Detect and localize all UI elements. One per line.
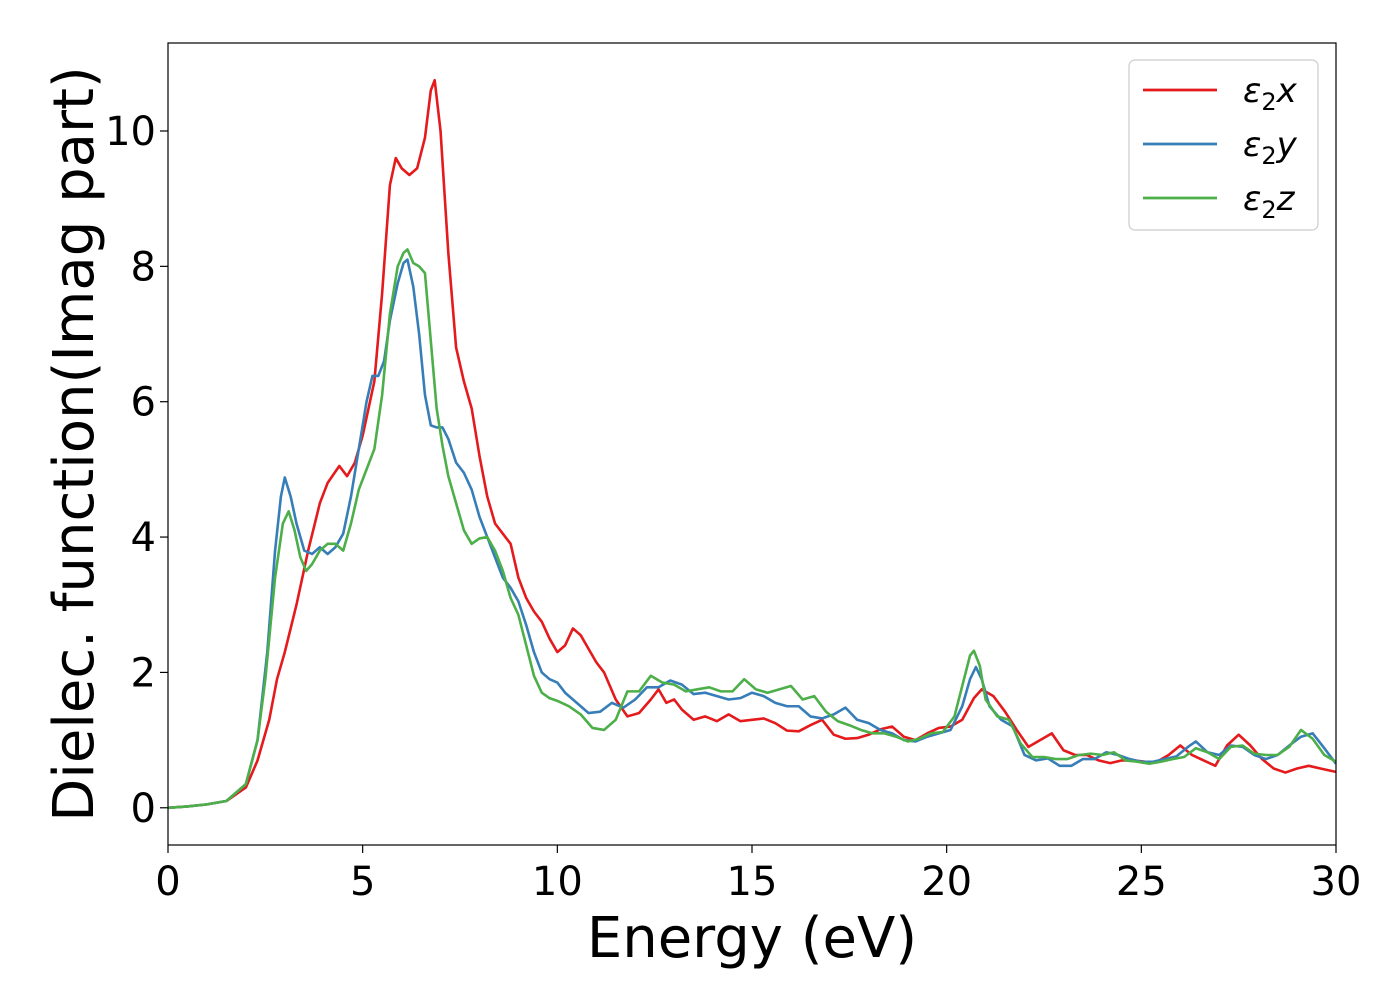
y-axis-ticks: 0 2 4 6 8 10 bbox=[105, 109, 168, 832]
y-axis-title: Dielec. function(Imag part) bbox=[42, 66, 107, 822]
y-tick-label: 8 bbox=[131, 244, 156, 290]
y-tick-label: 6 bbox=[131, 380, 156, 426]
legend-label-z: ε2z bbox=[1243, 179, 1296, 224]
x-tick-label: 25 bbox=[1116, 859, 1167, 905]
series-line-z bbox=[168, 248, 1336, 810]
y-tick-label: 2 bbox=[131, 650, 156, 696]
y-tick-label: 10 bbox=[105, 109, 156, 155]
y-tick-label: 0 bbox=[131, 786, 156, 832]
x-axis-title: Energy (eV) bbox=[587, 906, 917, 971]
x-tick-label: 15 bbox=[727, 859, 778, 905]
x-tick-label: 30 bbox=[1311, 859, 1362, 905]
series-line-y bbox=[168, 258, 1336, 810]
legend: ε2x ε2y ε2z bbox=[1128, 59, 1319, 231]
legend-label-x: ε2x bbox=[1243, 71, 1298, 116]
series-line-x bbox=[168, 78, 1336, 810]
x-tick-label: 5 bbox=[350, 859, 375, 905]
series-lines bbox=[168, 78, 1336, 810]
x-tick-label: 20 bbox=[921, 859, 972, 905]
x-axis-ticks: 0 5 10 15 20 25 30 bbox=[155, 845, 1361, 905]
x-tick-label: 10 bbox=[532, 859, 583, 905]
x-tick-label: 0 bbox=[155, 859, 180, 905]
legend-box bbox=[1128, 59, 1319, 231]
legend-label-y: ε2y bbox=[1243, 125, 1298, 170]
y-tick-label: 4 bbox=[131, 515, 156, 561]
